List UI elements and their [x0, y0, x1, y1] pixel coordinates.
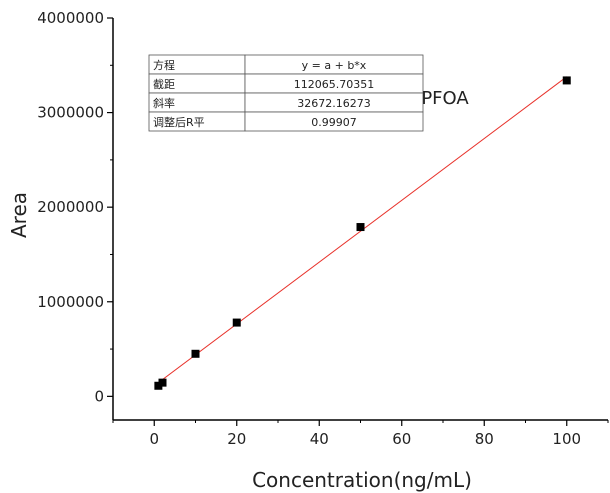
stats-table: 方程 y = a + b*x 截距 112065.70351 斜率 32672.16273…: [148, 54, 424, 132]
stats-key: 方程: [153, 58, 175, 72]
stats-key: 截距: [153, 77, 175, 91]
y-tick-label: 4000000: [37, 9, 104, 27]
stats-value: y = a + b*x: [302, 59, 367, 72]
x-axis-title: Concentration(ng/mL): [252, 468, 472, 492]
y-tick-label: 3000000: [37, 104, 104, 122]
x-tick-label: 100: [552, 430, 581, 448]
tick-labels: 0 20 40 60 80 100 0 1000000 2000000 3000000 400000…: [37, 9, 581, 448]
stats-value: 112065.70351: [294, 78, 374, 91]
stats-value-cell: [244, 111, 424, 132]
data-point: [158, 378, 167, 387]
y-tick-label: 0: [94, 387, 104, 405]
stats-key: 斜率: [153, 96, 175, 110]
series-annotation: PFOA: [421, 88, 469, 109]
x-tick-label: 0: [149, 430, 159, 448]
x-tick-label: 40: [310, 430, 329, 448]
data-point: [154, 381, 163, 390]
tick-marks: [107, 17, 609, 426]
x-tick-label: 60: [392, 430, 411, 448]
y-tick-label: 1000000: [37, 293, 104, 311]
y-axis-title: Area: [7, 192, 31, 238]
y-tick-label: 2000000: [37, 198, 104, 216]
data-point: [191, 349, 200, 358]
stats-value: 32672.16273: [297, 97, 370, 110]
data-point: [562, 76, 571, 85]
data-point: [232, 318, 241, 327]
data-points: [154, 76, 571, 390]
x-tick-label: 80: [475, 430, 494, 448]
x-tick-label: 20: [227, 430, 246, 448]
stats-value: 0.99907: [311, 116, 357, 129]
data-point: [356, 223, 365, 232]
stats-key: 调整后R平: [153, 115, 205, 129]
